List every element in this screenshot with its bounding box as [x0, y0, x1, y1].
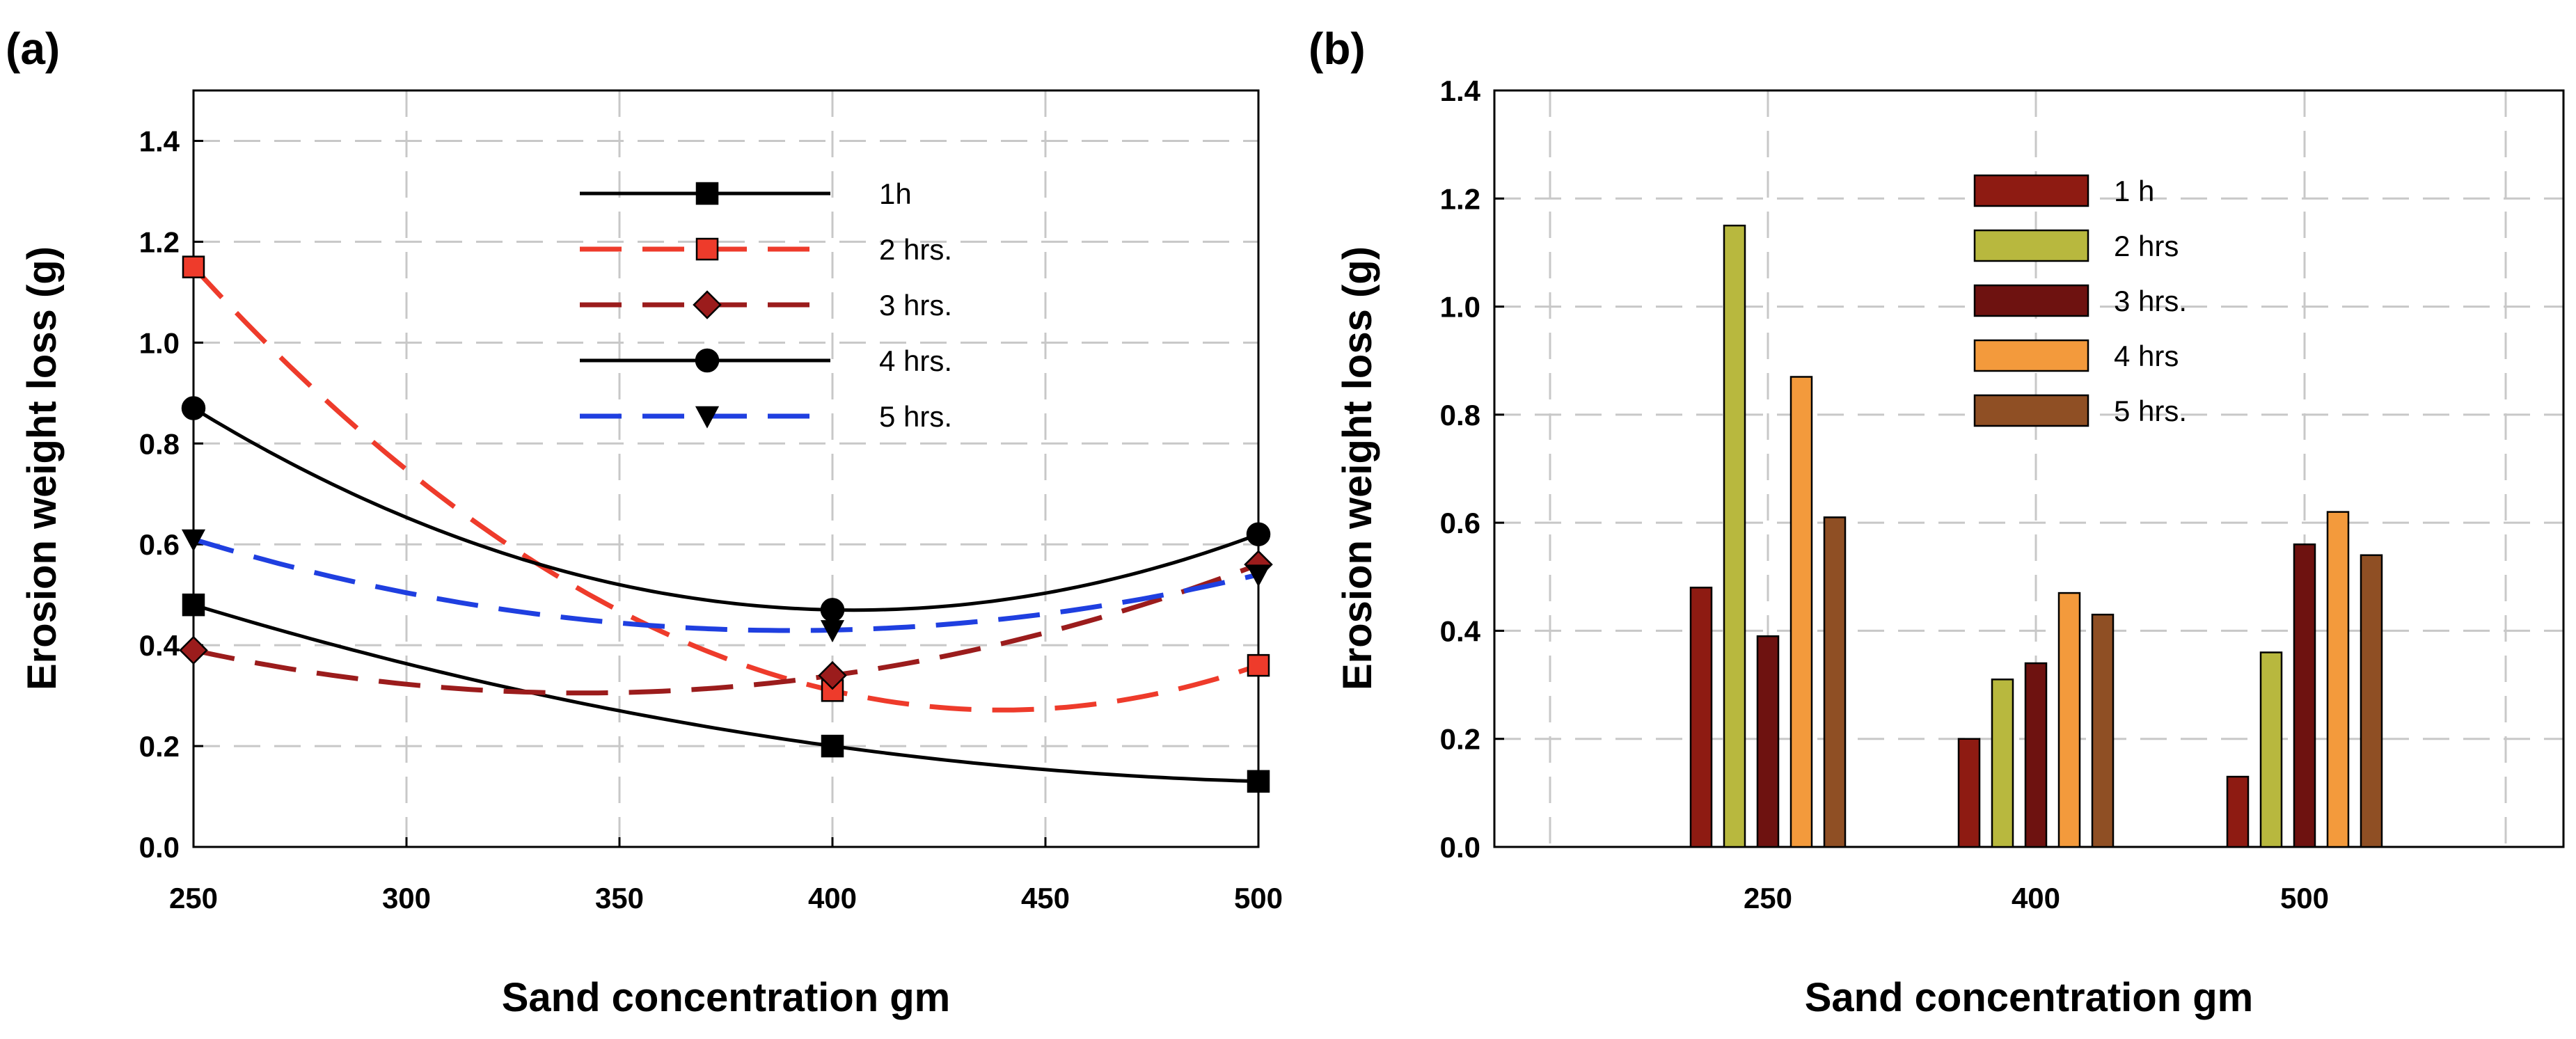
panel-a-series-line-1h: [193, 603, 1259, 784]
panel-a-legend-label-3-hrs: 3 hrs.: [879, 289, 952, 322]
panel-a-legend-marker-1h: [695, 182, 719, 205]
panel-b-y-tick-label: 0.8: [1440, 399, 1480, 431]
panel-b-legend-label-2-hrs: 2 hrs: [2114, 230, 2179, 262]
panel-a-point-5-hrs: [820, 620, 845, 643]
panel-b-legend-label-5-hrs: 5 hrs.: [2114, 395, 2187, 427]
panel-b-legend-swatch-1-h: [1973, 174, 2089, 207]
panel-a-y-ticks: 0.0 0.2 0.4 0.6 0.8 1.0 1.2 1.4: [139, 125, 203, 864]
panel-b-y-tick-label: 0.0: [1440, 831, 1480, 864]
panel-a-x-tick-label: 300: [382, 882, 431, 914]
panel-a-legend-marker-3-hrs: [693, 290, 722, 319]
panel-a-point-2-hrs: [182, 255, 205, 278]
panel-b-bar-3-hrs-500: [2293, 543, 2316, 848]
panel-a-point-4-hrs: [181, 396, 206, 420]
panel-a-point-3-hrs: [179, 635, 208, 665]
panel-a-y-tick-label: 1.2: [139, 225, 180, 258]
panel-b-legend-label-1-h: 1 h: [2114, 175, 2154, 207]
panel-b-bar-5-hrs-500: [2360, 554, 2383, 848]
panel-b-legend-label-4-hrs: 4 hrs: [2114, 340, 2179, 372]
panel-b-legend-swatch-4-hrs: [1973, 339, 2089, 372]
panel-a-x-tick-label: 250: [169, 882, 218, 914]
panel-a-legend-label-4-hrs: 4 hrs.: [879, 344, 952, 377]
panel-b-bar-3-hrs-400: [2024, 662, 2048, 848]
panel-a-x-tick-label: 500: [1234, 882, 1283, 914]
panel-a-x-tick-label: 450: [1021, 882, 1070, 914]
panel-b-y-tick-label: 0.6: [1440, 507, 1480, 539]
panel-a-point-3-hrs: [818, 660, 847, 690]
panel-a-point-4-hrs: [820, 598, 845, 622]
panel-a-legend-marker-2-hrs: [695, 237, 719, 261]
panel-b-legend-swatch-3-hrs: [1973, 284, 2089, 317]
panel-a-y-tick-label: 0.0: [139, 831, 180, 864]
panel-a-plot-frame: [192, 89, 1260, 848]
panel-a-series-line-3-hrs: [193, 562, 1260, 696]
panel-b-bar-1-h-500: [2226, 775, 2250, 848]
panel-b-bar-5-hrs-400: [2091, 613, 2115, 848]
panel-b-x-tick-label: 250: [1744, 882, 1792, 914]
panel-b-bar-2-hrs-500: [2259, 651, 2283, 848]
panel-a-x-tick-label: 350: [595, 882, 644, 914]
panel-a-point-1h: [1247, 770, 1270, 793]
panel-a-legend: 1h 2 hrs. 3 hrs. 4 hrs. 5 hrs.: [580, 177, 952, 433]
panel-b-y-tick-label: 1.2: [1440, 182, 1480, 215]
panel-b-bar-4-hrs-400: [2057, 592, 2081, 848]
panel-b-y-tick-label: 1.0: [1440, 291, 1480, 324]
panel-a-x-ticks: 250 300 350 400 450 500: [169, 837, 1283, 914]
panel-a-label: (a): [6, 24, 60, 74]
panel-b-bars: [1689, 224, 2383, 848]
panel-b-x-ticks: 250 400 500: [1744, 837, 2329, 914]
panel-b-legend-swatch-2-hrs: [1973, 229, 2089, 262]
panel-b-y-tick-label: 0.4: [1440, 614, 1481, 647]
panel-b-bar-2-hrs-250: [1723, 224, 1746, 848]
panel-a-y-tick-label: 0.2: [139, 730, 180, 763]
panel-b-bar-4-hrs-500: [2326, 511, 2350, 848]
panel-b-legend-swatch-5-hrs: [1973, 394, 2089, 427]
panel-a-line-chart: (a) 0.0 0.2 0.4 0.6 0.8 1.0 1.2 1.4 250 300 350 40…: [6, 24, 1283, 1020]
panel-a-legend-label-5-hrs: 5 hrs.: [879, 400, 952, 433]
panel-a-legend-marker-4-hrs: [695, 348, 720, 373]
panel-b-legend-label-3-hrs: 3 hrs.: [2114, 285, 2187, 317]
panel-b-y-ticks: 0.0 0.2 0.4 0.6 0.8 1.0 1.2 1.4: [1440, 74, 1504, 864]
panel-a-point-2-hrs: [1247, 653, 1270, 677]
panel-a-x-tick-label: 400: [808, 882, 857, 914]
panel-b-bar-4-hrs-250: [1789, 376, 1813, 848]
panel-a-y-tick-label: 0.6: [139, 528, 180, 561]
panel-a-y-tick-label: 0.8: [139, 427, 180, 460]
panel-a-series-lines: [191, 265, 1260, 784]
panel-a-legend-marker-5-hrs: [695, 406, 720, 429]
panel-b-bar-5-hrs-250: [1823, 516, 1847, 848]
panel-a-gridlines: [193, 90, 1258, 847]
panel-b-x-axis-label: Sand concentration gm: [1805, 975, 2254, 1020]
panel-a-point-1h: [182, 593, 205, 617]
panel-b-y-tick-label: 1.4: [1440, 74, 1481, 107]
panel-a-point-5-hrs: [181, 529, 206, 552]
panel-a-y-axis-label: Erosion weight loss (g): [19, 246, 65, 690]
panel-a-x-axis-label: Sand concentration gm: [502, 975, 951, 1020]
panel-b-bar-chart: (b) 0.0 0.2 0.4 0.6 0.8 1.0 1.2 1.4 250 400 500 1…: [1309, 24, 2565, 1020]
panel-a-series-line-5-hrs: [192, 537, 1259, 633]
panel-a-y-tick-label: 1.4: [139, 125, 180, 157]
panel-a-y-tick-label: 1.0: [139, 326, 180, 359]
panel-b-bar-1-h-400: [1957, 738, 1981, 848]
panel-b-y-axis-label: Erosion weight loss (g): [1335, 246, 1380, 690]
panel-a-legend-label-2-hrs: 2 hrs.: [879, 233, 952, 266]
panel-b-legend: 1 h 2 hrs 3 hrs. 4 hrs 5 hrs.: [1973, 174, 2187, 427]
panel-a-point-4-hrs: [1246, 522, 1271, 546]
panel-b-x-tick-label: 500: [2280, 882, 2329, 914]
panel-b-bar-2-hrs-400: [1991, 679, 2014, 848]
panel-b-label: (b): [1309, 24, 1366, 74]
panel-a-series-line-2-hrs: [191, 265, 1260, 713]
panel-a-series-markers: [179, 255, 1273, 793]
panel-a-series-line-4-hrs: [192, 406, 1259, 612]
panel-a-y-tick-label: 0.4: [139, 629, 180, 662]
panel-a-point-1h: [821, 734, 844, 758]
panel-a-point-5-hrs: [1246, 564, 1271, 587]
panel-a-legend-label-1h: 1h: [879, 177, 912, 210]
panel-b-bar-1-h-250: [1689, 587, 1713, 848]
panel-b-bar-3-hrs-250: [1756, 635, 1780, 848]
panel-b-y-tick-label: 0.2: [1440, 723, 1480, 756]
panel-b-x-tick-label: 400: [2012, 882, 2060, 914]
